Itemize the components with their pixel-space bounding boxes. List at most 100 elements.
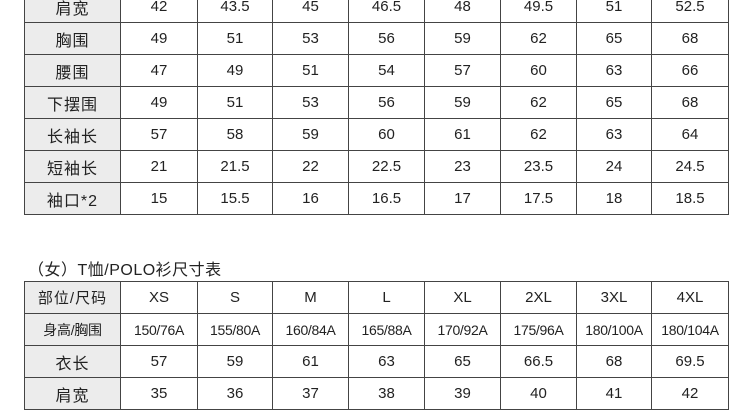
size-header: 2XL xyxy=(500,281,577,314)
table-cell: 45 xyxy=(272,0,349,23)
size-header: L xyxy=(348,281,425,314)
table-cell: 62 xyxy=(500,86,577,119)
table-cell: 51 xyxy=(576,0,652,23)
table-cell: 65 xyxy=(576,86,652,119)
row-label: 衣长 xyxy=(24,345,121,378)
table-cell: 23 xyxy=(424,150,501,183)
table-cell: 65 xyxy=(576,22,652,55)
table-cell: 57 xyxy=(424,54,501,87)
table-cell: 48 xyxy=(424,0,501,23)
table-row: 肩宽 42 43.5 45 46.5 48 49.5 51 52.5 xyxy=(24,0,729,23)
table-row: 下摆围 49 51 53 56 59 62 65 68 xyxy=(24,86,729,119)
row-label: 身高/胸围 xyxy=(24,313,121,346)
table-row: 衣长 57 59 61 63 65 66.5 68 69.5 xyxy=(24,345,729,378)
table-cell: 17 xyxy=(424,182,501,215)
table-cell: 56 xyxy=(348,22,425,55)
table-row: 身高/胸围 150/76A 155/80A 160/84A 165/88A 170/92A… xyxy=(24,313,729,346)
table-cell: 61 xyxy=(272,345,349,378)
row-label: 袖口*2 xyxy=(24,182,121,215)
table-cell: 21 xyxy=(120,150,198,183)
table-cell: 68 xyxy=(576,345,652,378)
table-cell: 180/100A xyxy=(576,313,652,346)
table-cell: 52.5 xyxy=(651,0,729,23)
table-cell: 57 xyxy=(120,345,198,378)
table-cell: 62 xyxy=(500,22,577,55)
table-cell: 62 xyxy=(500,118,577,151)
row-label: 肩宽 xyxy=(24,377,121,410)
table-cell: 60 xyxy=(348,118,425,151)
table-cell: 18 xyxy=(576,182,652,215)
table-cell: 53 xyxy=(272,22,349,55)
table-cell: 59 xyxy=(424,86,501,119)
table-cell: 69.5 xyxy=(651,345,729,378)
table-cell: 150/76A xyxy=(120,313,198,346)
table-cell: 23.5 xyxy=(500,150,577,183)
table-cell: 54 xyxy=(348,54,425,87)
table-cell: 35 xyxy=(120,377,198,410)
table-row: 腰围 47 49 51 54 57 60 63 66 xyxy=(24,54,729,87)
table-cell: 21.5 xyxy=(197,150,273,183)
women-table-title: （女）T恤/POLO衫尺寸表 xyxy=(28,262,222,279)
table-cell: 41 xyxy=(576,377,652,410)
row-label: 腰围 xyxy=(24,54,121,87)
table-cell: 49 xyxy=(120,86,198,119)
table-row: 胸围 49 51 53 56 59 62 65 68 xyxy=(24,22,729,55)
table-cell: 49 xyxy=(120,22,198,55)
row-label: 短袖长 xyxy=(24,150,121,183)
table-cell: 51 xyxy=(272,54,349,87)
table-cell: 49 xyxy=(197,54,273,87)
table-cell: 160/84A xyxy=(272,313,349,346)
table-cell: 65 xyxy=(424,345,501,378)
table-cell: 68 xyxy=(651,86,729,119)
table-cell: 51 xyxy=(197,86,273,119)
table-cell: 15.5 xyxy=(197,182,273,215)
table-cell: 43.5 xyxy=(197,0,273,23)
table-cell: 57 xyxy=(120,118,198,151)
table-cell: 61 xyxy=(424,118,501,151)
table-cell: 59 xyxy=(272,118,349,151)
table-cell: 49.5 xyxy=(500,0,577,23)
table-cell: 66.5 xyxy=(500,345,577,378)
table-cell: 36 xyxy=(197,377,273,410)
table-cell: 165/88A xyxy=(348,313,425,346)
table-row: 肩宽 35 36 37 38 39 40 41 42 xyxy=(24,377,729,410)
table-cell: 37 xyxy=(272,377,349,410)
table-cell: 51 xyxy=(197,22,273,55)
table-cell: 15 xyxy=(120,182,198,215)
table-cell: 170/92A xyxy=(424,313,501,346)
size-header: 4XL xyxy=(651,281,729,314)
table-cell: 63 xyxy=(348,345,425,378)
table-cell: 42 xyxy=(120,0,198,23)
men-size-table: 肩宽 42 43.5 45 46.5 48 49.5 51 52.5 胸围 49 51 53 56 59 62… xyxy=(24,0,729,215)
table-cell: 58 xyxy=(197,118,273,151)
row-label: 肩宽 xyxy=(24,0,121,23)
table-cell: 16 xyxy=(272,182,349,215)
table-cell: 22.5 xyxy=(348,150,425,183)
women-size-table: 部位/尺码 XS S M L XL 2XL 3XL 4XL 身高/胸围 150/7… xyxy=(24,281,729,410)
table-cell: 56 xyxy=(348,86,425,119)
size-header: M xyxy=(272,281,349,314)
table-cell: 39 xyxy=(424,377,501,410)
size-header: XS xyxy=(120,281,198,314)
table-cell: 46.5 xyxy=(348,0,425,23)
table-cell: 60 xyxy=(500,54,577,87)
table-cell: 68 xyxy=(651,22,729,55)
table-cell: 180/104A xyxy=(651,313,729,346)
table-cell: 47 xyxy=(120,54,198,87)
table-cell: 64 xyxy=(651,118,729,151)
table-cell: 42 xyxy=(651,377,729,410)
table-cell: 66 xyxy=(651,54,729,87)
row-label: 胸围 xyxy=(24,22,121,55)
row-label: 下摆围 xyxy=(24,86,121,119)
table-cell: 53 xyxy=(272,86,349,119)
table-cell: 59 xyxy=(424,22,501,55)
table-cell: 59 xyxy=(197,345,273,378)
table-cell: 40 xyxy=(500,377,577,410)
size-header: XL xyxy=(424,281,501,314)
table-cell: 155/80A xyxy=(197,313,273,346)
table-row: 袖口*2 15 15.5 16 16.5 17 17.5 18 18.5 xyxy=(24,182,729,215)
table-cell: 18.5 xyxy=(651,182,729,215)
row-label: 长袖长 xyxy=(24,118,121,151)
table-cell: 38 xyxy=(348,377,425,410)
size-header: 3XL xyxy=(576,281,652,314)
